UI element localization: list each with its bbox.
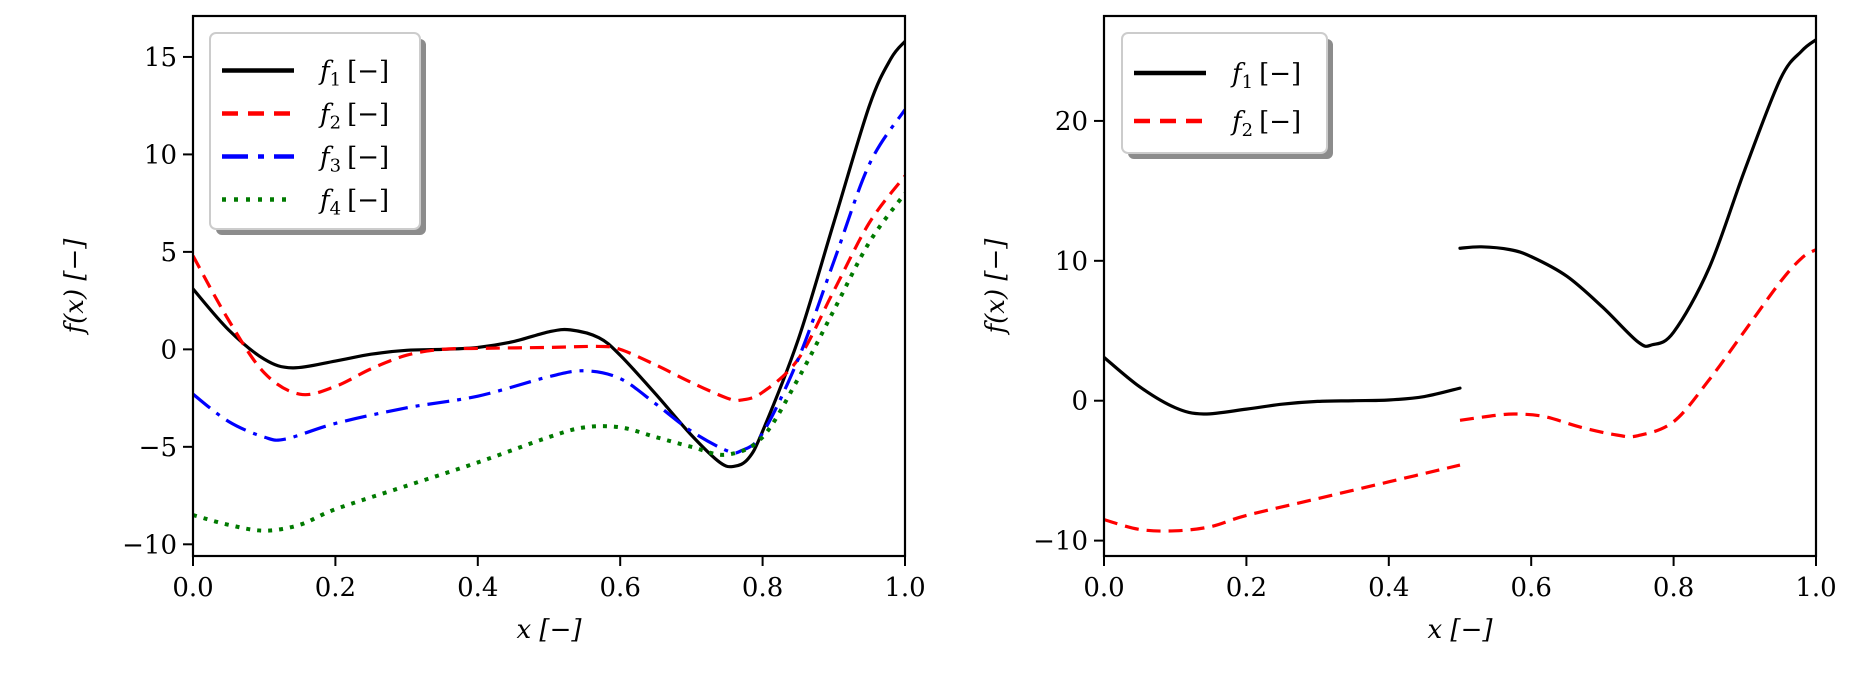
chart-right-x-tick-label: 0.2: [1226, 573, 1267, 603]
chart-right-x-axis-label: x [−]: [1428, 615, 1494, 645]
chart-left-y-tick-label: 5: [160, 238, 177, 268]
chart-right-series-f1-line-segment-2: [1458, 38, 1816, 348]
chart-right-series-f1-line-segment-1: [1104, 355, 1462, 416]
chart-left-y-axis-label: f(x) [−]: [60, 238, 90, 336]
chart-right-x-tick-label: 1.0: [1795, 573, 1836, 603]
chart-right-y-tick-label: −10: [1033, 527, 1088, 557]
chart-left-x-tick-label: 0.4: [457, 573, 498, 603]
chart-left-y-tick-label: 10: [144, 140, 177, 170]
chart-right-axes-frame: [1102, 14, 1818, 558]
chart-right-legend-label-f2: f2 [−]: [1230, 107, 1301, 141]
chart-right-legend-label-f1: f1 [−]: [1230, 59, 1301, 93]
chart-left-axes-frame: [191, 14, 907, 558]
chart-left-legend-label-f4: f4 [−]: [318, 186, 389, 220]
chart-left-legend-label-f3: f3 [−]: [318, 143, 389, 177]
chart-left-x-tick-label: 0.8: [742, 573, 783, 603]
chart-right-x-tick-label: 0.6: [1511, 573, 1552, 603]
chart-right-y-tick-label: 10: [1055, 247, 1088, 277]
chart-left-legend: f1 [−] f2 [−] f3 [−] f4 [−]: [209, 32, 426, 235]
chart-right-x-tick-label: 0.4: [1368, 573, 1409, 603]
chart-left-legend-label-f1: f1 [−]: [318, 57, 389, 91]
chart-right-y-axis-label: f(x) [−]: [981, 238, 1011, 336]
chart-left-y-tick-label: −10: [122, 530, 177, 560]
chart-left-legend-label-f2: f2 [−]: [318, 100, 389, 134]
chart-left-y-tick-label: 15: [144, 43, 177, 73]
chart-left-plot-area: [193, 39, 905, 533]
chart-left-x-tick-label: 0.2: [315, 573, 356, 603]
chart-left-series-f1-line: [193, 39, 905, 469]
chart-right-legend: f1 [−] f2 [−]: [1121, 32, 1333, 159]
chart-left-legend-box: [209, 32, 421, 230]
chart-left-series-f2-line: [193, 174, 905, 403]
chart-left-y-tick-label: −5: [139, 433, 177, 463]
chart-right-series-f2-line-segment-1: [1104, 463, 1461, 533]
chart-right-y-tick-label: 0: [1071, 387, 1088, 417]
chart-right-plot-area: [1104, 38, 1816, 533]
chart-right-y-tick-label: 20: [1055, 107, 1088, 137]
chart-left-x-tick-label: 1.0: [884, 573, 925, 603]
chart-right: 0.0 0.2 0.4 0.6 0.8 1.0 −10 0 10 20 x [−] f(x) [−] f…: [981, 14, 1837, 645]
chart-right-x-tick-label: 0.8: [1653, 573, 1694, 603]
chart-right-x-tick-label: 0.0: [1083, 573, 1124, 603]
chart-right-series-f2-line-segment-2: [1459, 248, 1816, 439]
chart-left-series-f4-line: [193, 192, 905, 533]
chart-left-x-axis-label: x [−]: [517, 615, 583, 645]
chart-left: 0.0 0.2 0.4 0.6 0.8 1.0 −10 −5 0 5 10 15 x [−] f(x) […: [60, 14, 926, 645]
chart-left-x-tick-label: 0.6: [600, 573, 641, 603]
chart-left-x-tick-label: 0.0: [172, 573, 213, 603]
chart-left-y-tick-label: 0: [160, 335, 177, 365]
